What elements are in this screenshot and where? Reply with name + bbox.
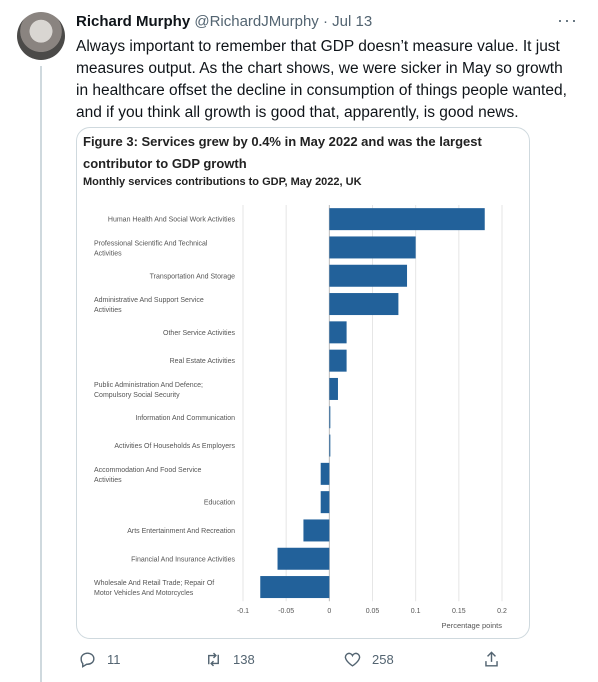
category-label: Wholesale And Retail Trade; Repair Of Mot… <box>94 580 214 597</box>
x-tick-label: -0.05 <box>278 608 294 615</box>
category-label-line: Wholesale And Retail Trade; Repair Of <box>94 580 214 587</box>
avatar[interactable] <box>17 12 65 60</box>
x-tick-label: 0.15 <box>452 608 466 615</box>
tweet-actions: 11 138 258 <box>0 650 598 674</box>
author-name[interactable]: Richard Murphy <box>76 13 191 30</box>
category-label: Accommodation And Food Service Activities <box>94 467 201 484</box>
figure-subtitle: Monthly services contributions to GDP, M… <box>83 176 362 188</box>
author-handle[interactable]: @RichardJMurphy <box>194 13 319 30</box>
category-label: Financial And Insurance Activities <box>131 556 235 563</box>
thread-line <box>40 66 42 682</box>
bar <box>320 491 330 514</box>
retweet-icon <box>208 652 219 667</box>
figure-title: Figure 3: Services grew by 0.4% in May 2… <box>83 134 482 171</box>
like-button[interactable]: 258 <box>343 650 394 669</box>
category-label: Activities Of Households As Employers <box>114 443 235 450</box>
bar <box>303 519 330 542</box>
chart-image-card[interactable]: Figure 3: Services grew by 0.4% in May 2… <box>76 127 530 639</box>
tweet-header: Richard Murphy @RichardJMurphy · Jul 13 <box>76 13 372 30</box>
category-label: Human Health And Social Work Activities <box>108 217 236 224</box>
category-label-line: Activities <box>94 307 122 314</box>
tweet-date[interactable]: Jul 13 <box>332 13 373 30</box>
x-tick-label: 0 <box>327 608 331 615</box>
heart-icon <box>344 652 361 667</box>
category-label: Administrative And Support Service Activi… <box>94 297 204 314</box>
category-label-line: Compulsory Social Security <box>94 392 180 399</box>
bar <box>329 264 408 287</box>
x-tick-label: 0.2 <box>497 608 507 615</box>
category-label-line: Public Administration And Defence; <box>94 382 203 389</box>
category-label-line: Activities <box>94 250 122 257</box>
bar <box>329 349 347 372</box>
reply-icon <box>80 652 95 668</box>
share-icon <box>485 651 498 667</box>
bar <box>329 208 485 231</box>
x-tick-label: 0.1 <box>411 608 421 615</box>
category-label: Other Service Activities <box>163 330 235 337</box>
category-label: Professional Scientific And Technical Act… <box>94 240 208 257</box>
category-label: Public Administration And Defence; Compul… <box>94 382 203 399</box>
bar <box>320 462 330 485</box>
bar <box>277 547 330 570</box>
more-options-icon[interactable]: ··· <box>557 10 578 30</box>
tweet-text: Always important to remember that GDP do… <box>76 38 567 121</box>
category-label-line: Accommodation And Food Service <box>94 467 201 474</box>
retweet-button[interactable]: 138 <box>204 650 255 669</box>
x-axis-label: Percentage points <box>442 621 503 630</box>
category-label: Arts Entertainment And Recreation <box>127 528 235 535</box>
retweet-count: 138 <box>233 652 255 667</box>
bar <box>329 434 331 457</box>
share-button[interactable] <box>482 650 501 669</box>
bar-chart: -0.1 -0.05 0 0.05 0.1 0.15 0.2 Human Health And… <box>94 205 507 630</box>
bar <box>329 377 338 400</box>
bar <box>260 576 330 599</box>
reply-count: 11 <box>107 652 121 667</box>
x-tick-label: -0.1 <box>237 608 249 615</box>
separator: · <box>322 13 328 30</box>
category-label-line: Professional Scientific And Technical <box>94 240 208 247</box>
category-label: Information And Communication <box>135 415 235 422</box>
category-label: Real Estate Activities <box>170 358 236 365</box>
bar <box>329 406 331 429</box>
bar <box>329 321 347 344</box>
category-label-line: Motor Vehicles And Motorcycles <box>94 590 194 597</box>
like-count: 258 <box>372 652 394 667</box>
category-label: Education <box>204 500 235 507</box>
bar <box>329 293 399 316</box>
reply-button[interactable]: 11 <box>78 650 121 669</box>
category-label-line: Administrative And Support Service <box>94 297 204 304</box>
bar <box>329 236 416 259</box>
category-label-line: Activities <box>94 477 122 484</box>
category-label: Transportation And Storage <box>150 273 235 280</box>
x-tick-label: 0.05 <box>366 608 380 615</box>
